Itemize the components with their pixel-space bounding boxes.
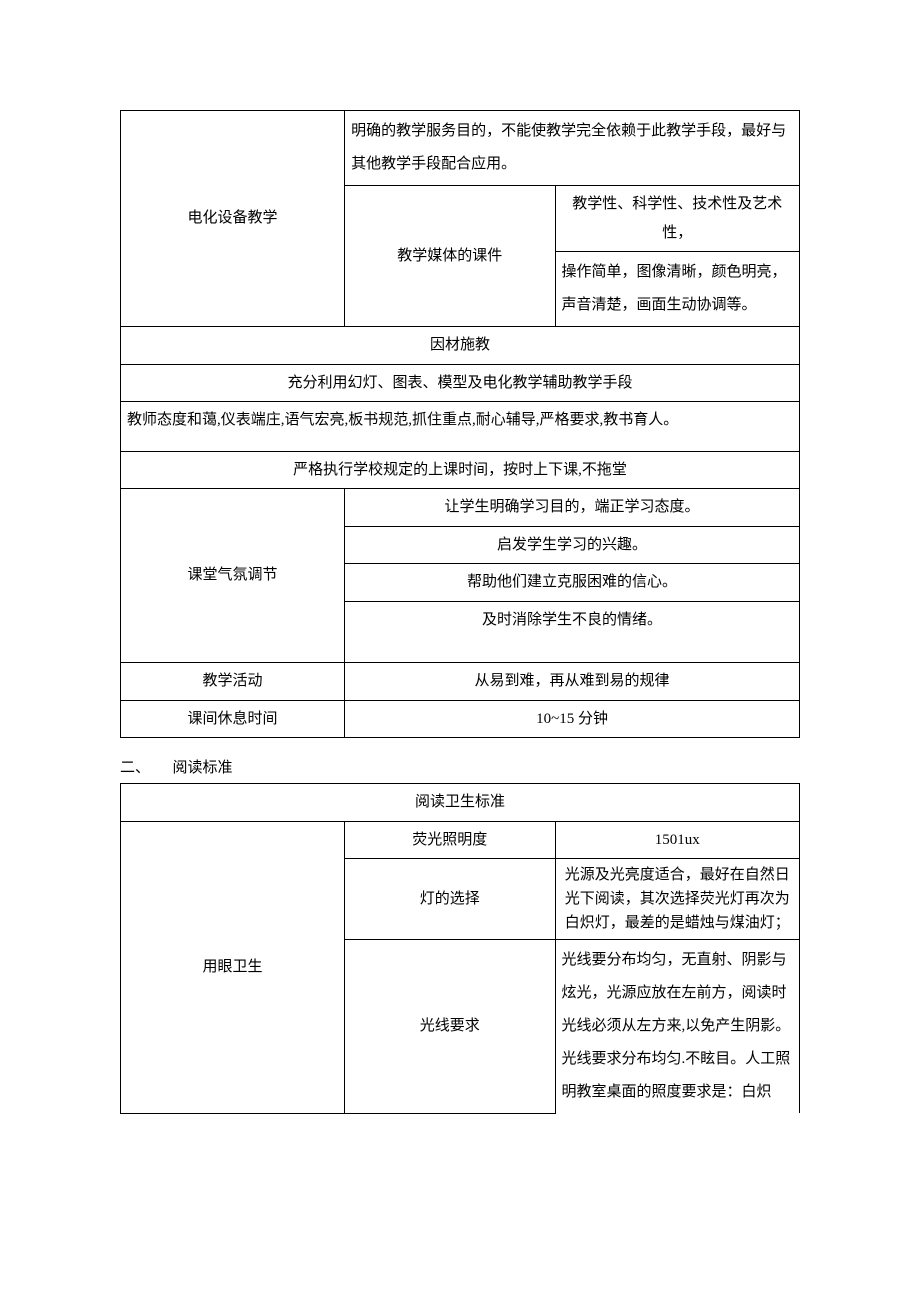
cell-atmosphere-1: 让学生明确学习目的，端正学习态度。 [345,489,800,527]
cell-activity-value: 从易到难，再从难到易的规律 [345,663,800,701]
cell-utilize-aids: 充分利用幻灯、图表、模型及电化教学辅助教学手段 [121,364,800,402]
table-row: 教学活动 从易到难，再从难到易的规律 [121,663,800,701]
cell-break-label: 课间休息时间 [121,700,345,738]
table-row: 严格执行学校规定的上课时间，按时上下课,不拖堂 [121,451,800,489]
table-row: 电化设备教学 明确的教学服务目的，不能使教学完全依赖于此教学手段，最好与其他教学… [121,111,800,186]
teaching-table: 电化设备教学 明确的教学服务目的，不能使教学完全依赖于此教学手段，最好与其他教学… [120,110,800,738]
cell-activity-label: 教学活动 [121,663,345,701]
cell-individualized: 因材施教 [121,327,800,365]
cell-fluor-value: 1501ux [555,821,799,859]
cell-lamp-value: 光源及光亮度适合，最好在自然日光下阅读，其次选择荧光灯再次为白炽灯，最差的是蜡烛… [555,859,799,940]
cell-courseware-quality-a: 教学性、科学性、技术性及艺术性， [555,186,799,252]
cell-atmosphere-3: 帮助他们建立克服困难的信心。 [345,564,800,602]
table-row: 教师态度和蔼,仪表端庄,语气宏亮,板书规范,抓住重点,耐心辅导,严格要求,教书育… [121,402,800,452]
reading-table: 阅读卫生标准 用眼卫生 荧光照明度 1501ux 灯的选择 光源及光亮度适合，最… [120,783,800,1114]
cell-reading-title: 阅读卫生标准 [121,784,800,822]
cell-teacher-attitude: 教师态度和蔼,仪表端庄,语气宏亮,板书规范,抓住重点,耐心辅导,严格要求,教书育… [121,402,800,452]
cell-eye-hygiene: 用眼卫生 [121,821,345,1113]
cell-fluor-label: 荧光照明度 [345,821,555,859]
cell-atmosphere-2: 启发学生学习的兴趣。 [345,526,800,564]
cell-atmosphere: 课堂气氛调节 [121,489,345,663]
cell-light-label: 光线要求 [345,940,555,1114]
table-row: 课堂气氛调节 让学生明确学习目的，端正学习态度。 [121,489,800,527]
cell-break-value: 10~15 分钟 [345,700,800,738]
cell-lamp-label: 灯的选择 [345,859,555,940]
cell-schedule: 严格执行学校规定的上课时间，按时上下课,不拖堂 [121,451,800,489]
cell-purpose: 明确的教学服务目的，不能使教学完全依赖于此教学手段，最好与其他教学手段配合应用。 [345,111,800,186]
cell-courseware: 教学媒体的课件 [345,186,555,327]
table-row: 用眼卫生 荧光照明度 1501ux [121,821,800,859]
table-row: 阅读卫生标准 [121,784,800,822]
table-row: 充分利用幻灯、图表、模型及电化教学辅助教学手段 [121,364,800,402]
table-row: 因材施教 [121,327,800,365]
table-row: 课间休息时间 10~15 分钟 [121,700,800,738]
cell-device-teaching: 电化设备教学 [121,111,345,327]
cell-light-value: 光线要分布均匀，无直射、阴影与炫光，光源应放在左前方，阅读时光线必须从左方来,以… [555,940,799,1114]
cell-courseware-quality-b: 操作简单，图像清晰，颜色明亮，声音清楚，画面生动协调等。 [555,252,799,327]
section-heading-reading: 二、 阅读标准 [120,756,800,777]
cell-atmosphere-4: 及时消除学生不良的情绪。 [345,601,800,663]
